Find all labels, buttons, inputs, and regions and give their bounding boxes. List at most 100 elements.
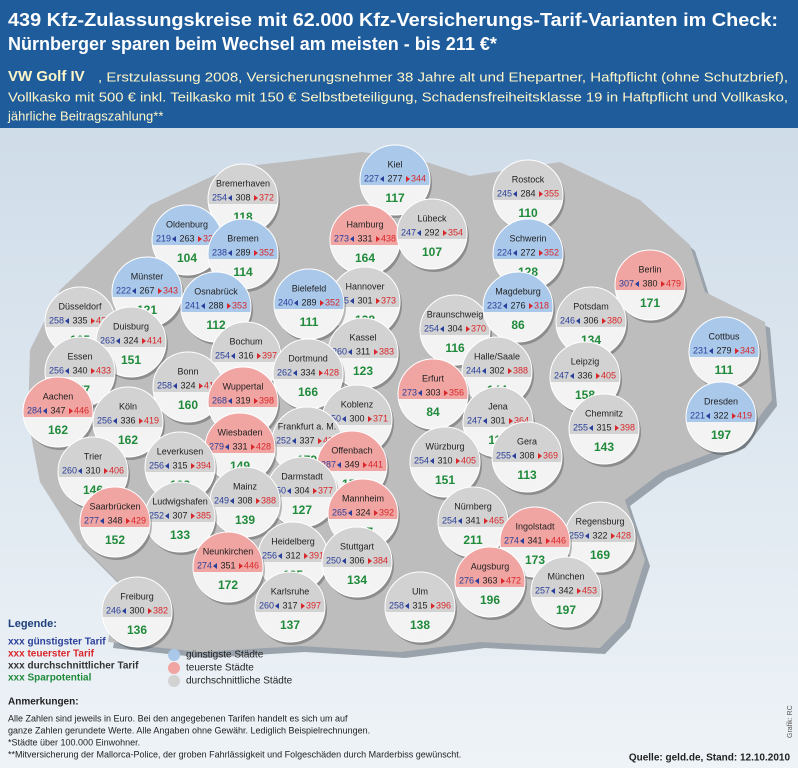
avg-tariff: 300 [349, 413, 364, 423]
city-name: Hannover [345, 281, 384, 291]
city-bubble: Köln 256 336 419 162 [92, 386, 165, 460]
arrow-right [304, 553, 308, 559]
min-tariff: 284 [27, 405, 42, 415]
bubble-outline [101, 576, 173, 648]
arrow-left [228, 195, 232, 201]
arrow-right [301, 603, 305, 609]
city-bubble: Bielefeld 240 289 352 111 [273, 268, 346, 342]
min-tariff: 254 [424, 323, 439, 333]
subtitle-line: jährliche Beitragszahlung** [7, 108, 163, 123]
arrow-left [475, 578, 479, 584]
arrow-right [444, 390, 448, 396]
arrow-right [539, 191, 543, 197]
avg-tariff: 306 [583, 315, 598, 325]
city-name: Bochum [229, 336, 262, 346]
max-tariff: 364 [514, 415, 529, 425]
avg-tariff: 319 [235, 395, 250, 405]
avg-tariff: 276 [510, 300, 525, 310]
arrow-left [201, 303, 205, 309]
arrow-left [228, 250, 232, 256]
avg-tariff: 341 [465, 515, 480, 525]
city-bubble: München 257 342 453 197 [530, 556, 603, 630]
min-tariff: 279 [209, 441, 224, 451]
min-tariff: 276 [459, 575, 474, 585]
arrow-left [405, 603, 409, 609]
avg-tariff: 317 [282, 600, 297, 610]
city-name: Wiesbaden [217, 427, 262, 437]
min-tariff: 241 [185, 300, 200, 310]
max-tariff: 343 [740, 345, 755, 355]
min-tariff: 246 [106, 605, 121, 615]
bubble-top [193, 532, 263, 572]
saving: 160 [178, 398, 198, 412]
legend-swatch [168, 675, 180, 687]
bubble-top [462, 337, 532, 377]
city-bubble: Oldenburg 219 263 322 104 [151, 204, 224, 278]
bubble-outline [79, 486, 151, 558]
arrow-left [483, 418, 487, 424]
city-bubble: Magdeburg 232 276 318 86 [482, 271, 555, 345]
arrow-left [294, 300, 298, 306]
avg-tariff: 363 [482, 575, 497, 585]
max-tariff: 369 [543, 450, 558, 460]
arrow-left [228, 398, 232, 404]
avg-tariff: 303 [425, 387, 440, 397]
max-tariff: 377 [318, 485, 333, 495]
bubble-top [273, 339, 343, 379]
max-tariff: 453 [582, 585, 597, 595]
title-line: Nürnberger sparen beim Wechsel am meiste… [8, 34, 497, 54]
min-tariff: 274 [197, 560, 212, 570]
bubble-top [267, 457, 337, 497]
arrow-right [529, 303, 533, 309]
arrow-left [348, 510, 352, 516]
bubble-top [322, 527, 392, 567]
city-name: Osnabrück [194, 286, 238, 296]
avg-tariff: 279 [716, 345, 731, 355]
arrow-right [191, 513, 195, 519]
bubble-top [272, 407, 342, 447]
city-name: Magdeburg [495, 286, 541, 296]
city-name: Ingolstadt [515, 521, 555, 531]
saving: 196 [480, 593, 500, 607]
avg-tariff: 288 [208, 300, 223, 310]
avg-tariff: 306 [349, 555, 364, 565]
saving: 152 [105, 533, 125, 547]
max-tariff: 318 [534, 300, 549, 310]
arrow-right [484, 518, 488, 524]
max-tariff: 397 [306, 600, 321, 610]
min-tariff: 227 [364, 173, 379, 183]
city-name: Rostock [512, 174, 545, 184]
arrow-left [350, 298, 354, 304]
legend-item: xxx teuerster Tarif [8, 649, 95, 660]
saving: 172 [218, 578, 238, 592]
avg-tariff: 334 [300, 367, 315, 377]
max-tariff: 472 [506, 575, 521, 585]
avg-tariff: 292 [424, 227, 439, 237]
min-tariff: 246 [560, 315, 575, 325]
city-bubble: Dortmund 262 334 428 166 [272, 338, 345, 412]
min-tariff: 254 [212, 192, 227, 202]
arrow-left [458, 518, 462, 524]
arrow-right [611, 533, 615, 539]
city-bubble: Regensburg 259 322 428 169 [564, 501, 637, 575]
arrow-left [116, 338, 120, 344]
avg-tariff: 301 [357, 295, 372, 305]
bubble-outline [482, 271, 554, 343]
arrow-right [319, 370, 323, 376]
bubble-top [208, 219, 278, 259]
saving: 116 [445, 341, 465, 355]
legend-item: günstigste Städte [186, 650, 264, 661]
note-line: ganze Zahlen gerundete Werte. Alle Angab… [8, 725, 370, 735]
arrow-left [418, 390, 422, 396]
max-tariff: 438 [381, 233, 396, 243]
bubble-top [273, 268, 345, 309]
arrow-right [239, 563, 243, 569]
max-tariff: 352 [325, 297, 340, 307]
arrow-left [585, 533, 589, 539]
avg-tariff: 277 [387, 173, 402, 183]
arrow-right [538, 453, 542, 459]
city-name: Mainz [233, 481, 258, 491]
max-tariff: 419 [144, 415, 159, 425]
